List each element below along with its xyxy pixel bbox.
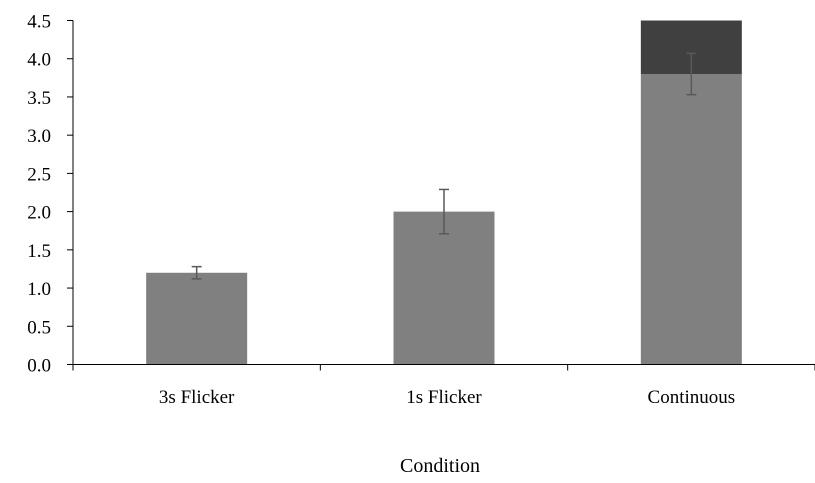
bar: [146, 272, 248, 365]
error-bars: [191, 52, 697, 280]
y-tick-label: 0.5: [27, 317, 51, 338]
y-tick-label: 2.0: [27, 203, 51, 224]
x-tick-label: 3s Flicker: [159, 387, 235, 408]
x-tick-label: Continuous: [648, 387, 736, 408]
y-tick-label: 1.5: [27, 241, 51, 262]
y-tick-label: 2.5: [27, 164, 51, 185]
y-tick-label: 0.0: [27, 356, 51, 377]
y-tick-label: 3.5: [27, 88, 51, 109]
bar: [393, 211, 495, 365]
y-axis: 0.0 0.5 1.0 1.5 2.0 2.5 3.0 3.5 4.0 4.5: [27, 12, 74, 377]
bar: [640, 74, 742, 365]
y-tick-label: 1.0: [27, 279, 51, 300]
y-tick-label: 4.5: [27, 12, 51, 33]
x-axis: 3s Flicker 1s Flicker Continuous: [72, 364, 815, 408]
y-tick-label: 3.0: [27, 126, 51, 147]
x-axis-title: Condition: [400, 455, 480, 477]
x-tick-label: 1s Flicker: [406, 387, 482, 408]
y-tick-label: 4.0: [27, 50, 51, 71]
